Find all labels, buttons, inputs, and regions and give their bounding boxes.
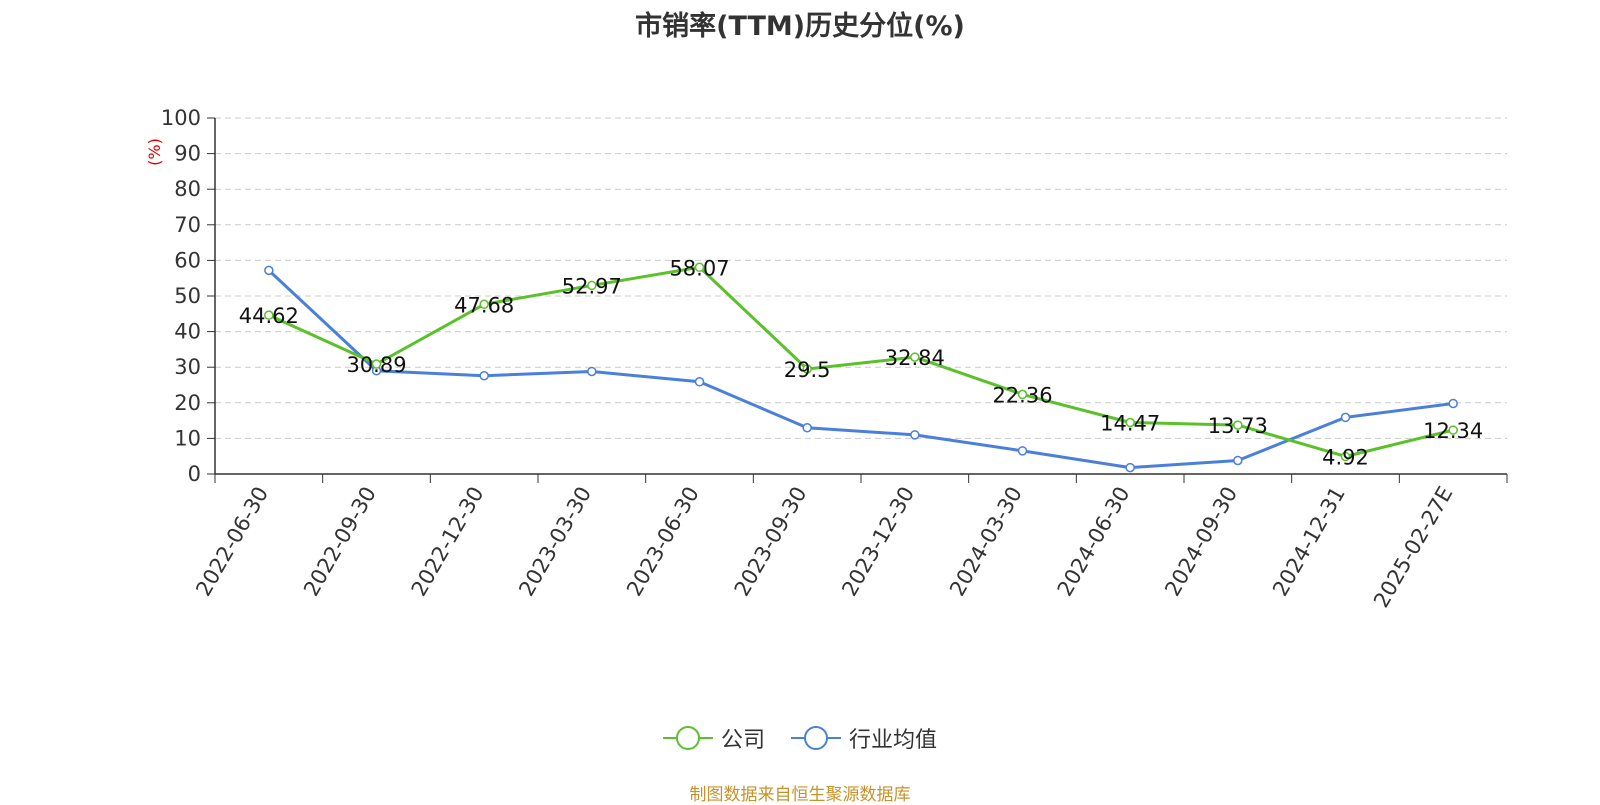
company-data-point xyxy=(1448,425,1458,435)
y-tick-label: 50 xyxy=(174,284,201,308)
legend-industry-line-icon xyxy=(791,726,841,750)
y-tick-label: 70 xyxy=(174,213,201,237)
legend-item-company[interactable]: 公司 xyxy=(662,722,765,754)
x-tick-label: 2022-06-30 xyxy=(191,483,273,601)
y-tick-label: 0 xyxy=(188,462,201,486)
x-tick-label: 2022-12-30 xyxy=(407,482,489,600)
legend: 公司 行业均值 xyxy=(0,722,1600,754)
company-data-point xyxy=(1233,420,1243,430)
industry-data-point xyxy=(1233,455,1243,466)
industry-data-point xyxy=(479,370,489,381)
industry-data-point xyxy=(1340,412,1351,423)
y-axis-label: (%) xyxy=(145,138,164,166)
industry-data-point xyxy=(264,265,274,276)
x-tick-label: 2023-03-30 xyxy=(514,483,596,601)
company-data-point xyxy=(1340,451,1351,462)
industry-data-point xyxy=(1448,398,1458,409)
y-tick-label: 100 xyxy=(161,106,201,130)
y-tick-label: 30 xyxy=(174,355,201,379)
company-data-label: 44.62 xyxy=(239,304,299,328)
legend-company-line-icon xyxy=(662,726,713,750)
y-tick-label: 60 xyxy=(174,248,201,272)
company-data-label: 4.92 xyxy=(1322,445,1369,469)
y-tick-label: 20 xyxy=(174,391,201,415)
company-data-label: 29.5 xyxy=(784,358,831,382)
x-tick-label: 2024-12-31 xyxy=(1268,483,1350,601)
company-data-label: 58.07 xyxy=(669,256,729,280)
industry-data-point xyxy=(1017,446,1028,456)
legend-industry-label: 行业均值 xyxy=(849,728,938,753)
company-data-label: 32.84 xyxy=(885,346,945,370)
x-tick-label: 2025-02-27E xyxy=(1369,483,1457,612)
company-data-point xyxy=(371,359,382,369)
industry-series-line xyxy=(267,269,1454,470)
legend-item-industry[interactable]: 行业均值 xyxy=(791,722,937,754)
company-data-point xyxy=(1017,389,1028,400)
industry-data-point xyxy=(910,430,920,440)
x-tick-label: 2024-03-30 xyxy=(945,483,1027,601)
company-data-label: 30.89 xyxy=(346,353,406,377)
company-data-point xyxy=(802,364,812,374)
company-series-line xyxy=(268,265,1454,458)
company-data-label: 52.97 xyxy=(562,274,622,298)
industry-data-point xyxy=(587,366,597,377)
y-tick-label: 40 xyxy=(174,320,201,344)
y-tick-label: 90 xyxy=(174,142,201,166)
industry-data-point xyxy=(694,377,705,387)
x-tick-label: 2023-12-30 xyxy=(837,482,919,600)
company-data-point xyxy=(1125,417,1135,428)
industry-data-point xyxy=(1125,462,1135,473)
x-tick-label: 2024-06-30 xyxy=(1053,483,1135,601)
y-tick-label: 10 xyxy=(174,426,201,450)
company-data-label: 47.68 xyxy=(454,293,514,317)
company-data-label: 14.47 xyxy=(1100,411,1160,435)
company-data-point xyxy=(264,310,274,320)
company-data-label: 13.73 xyxy=(1208,414,1268,438)
company-data-label: 12.34 xyxy=(1423,419,1483,443)
company-data-point xyxy=(694,262,705,273)
x-tick-label: 2023-09-30 xyxy=(730,483,812,601)
legend-company-label: 公司 xyxy=(720,728,765,753)
company-data-label: 22.36 xyxy=(992,383,1052,407)
x-tick-label: 2023-06-30 xyxy=(622,483,704,601)
y-tick-label: 80 xyxy=(174,177,201,201)
x-tick-label: 2024-09-30 xyxy=(1160,483,1242,601)
company-data-point xyxy=(587,280,597,291)
company-data-point xyxy=(910,352,920,362)
company-data-point xyxy=(479,299,489,310)
chart-title: 市销率(TTM)历史分位(%) xyxy=(635,11,965,42)
x-tick-label: 2022-09-30 xyxy=(299,483,381,601)
source-note: 制图数据来自恒生聚源数据库 xyxy=(689,785,911,805)
industry-data-point xyxy=(802,422,812,433)
